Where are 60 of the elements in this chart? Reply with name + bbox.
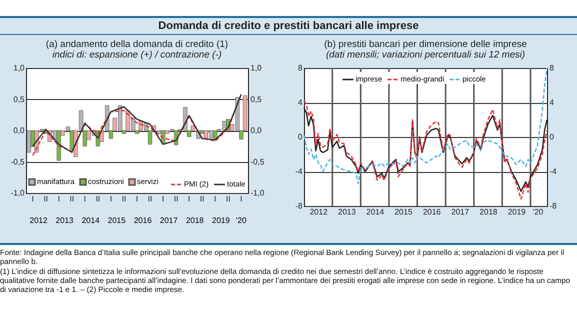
y-tick-label: 0 bbox=[298, 132, 304, 142]
y-tick-label: -0,5 bbox=[10, 157, 26, 166]
x-tick-label: 2015 bbox=[394, 208, 413, 216]
x-tick-label: I bbox=[136, 194, 138, 204]
y-tick-label: -4 bbox=[295, 167, 304, 176]
text: 2016 bbox=[134, 216, 152, 225]
text: 2015 bbox=[108, 216, 126, 225]
text: 2019 bbox=[212, 216, 230, 225]
x-tick-label: 2019 bbox=[508, 208, 526, 216]
x-tick-label: I bbox=[84, 194, 86, 204]
y-tick-label: 4 bbox=[298, 98, 304, 107]
x-tick-label: 2012 bbox=[310, 208, 328, 216]
x-tick-label: II bbox=[148, 194, 152, 204]
y-tick-label: 0,0 bbox=[13, 126, 26, 135]
x-tick-label: II bbox=[226, 194, 230, 204]
text: Domanda di credito e prestiti bancari alle imprese bbox=[0, 16, 577, 35]
x-tick-label: 2018 bbox=[480, 208, 498, 216]
x-tick-label: II bbox=[96, 194, 100, 204]
y-tick-label: 1,0 bbox=[13, 64, 26, 72]
y-tick-label: 8 bbox=[298, 64, 304, 72]
x-tick-label: I bbox=[32, 194, 34, 204]
y2-tick-label: 0 bbox=[550, 132, 554, 142]
y-tick-label: 0,5 bbox=[13, 94, 26, 104]
x-tick-label: I bbox=[240, 194, 242, 204]
x-tick-label: 2014 bbox=[366, 208, 385, 216]
y2-tick-label: -1,0 bbox=[250, 188, 265, 198]
x-tick-label: 2016 bbox=[422, 208, 442, 216]
y2-tick-label: 1,0 bbox=[250, 64, 262, 72]
x-tick-label: I bbox=[162, 194, 164, 204]
y2-tick-label: 0,0 bbox=[250, 126, 262, 135]
x-tick-label: I bbox=[188, 194, 190, 204]
y-tick-label: -8 bbox=[295, 202, 304, 210]
text: 2013 bbox=[56, 216, 74, 225]
text: 2017 bbox=[160, 216, 178, 225]
x-tick-label: I bbox=[110, 194, 112, 204]
x-tick-label: 2017 bbox=[451, 208, 470, 216]
text: '20 bbox=[236, 216, 247, 225]
x-tick-label: II bbox=[122, 194, 126, 204]
chart-subtitle: indici di: espansione (+) / contrazione (-) bbox=[52, 50, 222, 60]
chart-title: (b) prestiti bancari per dimensione delle imprese bbox=[324, 39, 527, 50]
chart-title: (a) andamento della domanda di credito (1) bbox=[46, 39, 228, 50]
text: 2018 bbox=[186, 216, 204, 225]
y2-tick-label: 0,5 bbox=[250, 94, 262, 104]
x-tick-label: I bbox=[58, 194, 60, 204]
y2-tick-label: 8 bbox=[550, 64, 554, 72]
y2-tick-label: -8 bbox=[550, 202, 558, 210]
y2-tick-label: -4 bbox=[550, 167, 558, 176]
text: 2014 bbox=[82, 216, 100, 225]
x-tick-label: II bbox=[174, 194, 178, 204]
x-tick-label: '20 bbox=[532, 208, 544, 216]
x-tick-label: I bbox=[214, 194, 216, 204]
text: 2012 bbox=[30, 216, 48, 225]
y2-tick-label: -0,5 bbox=[250, 157, 265, 166]
chart-subtitle: (dati mensili; variazioni percentuali sui 12 mesi) bbox=[326, 50, 526, 60]
x-tick-label: II bbox=[70, 194, 74, 204]
x-tick-label: II bbox=[44, 194, 48, 204]
y-tick-label: -1,0 bbox=[10, 188, 26, 198]
x-tick-label: 2013 bbox=[338, 208, 356, 216]
x-tick-label: II bbox=[200, 194, 204, 204]
y2-tick-label: 4 bbox=[550, 98, 554, 107]
